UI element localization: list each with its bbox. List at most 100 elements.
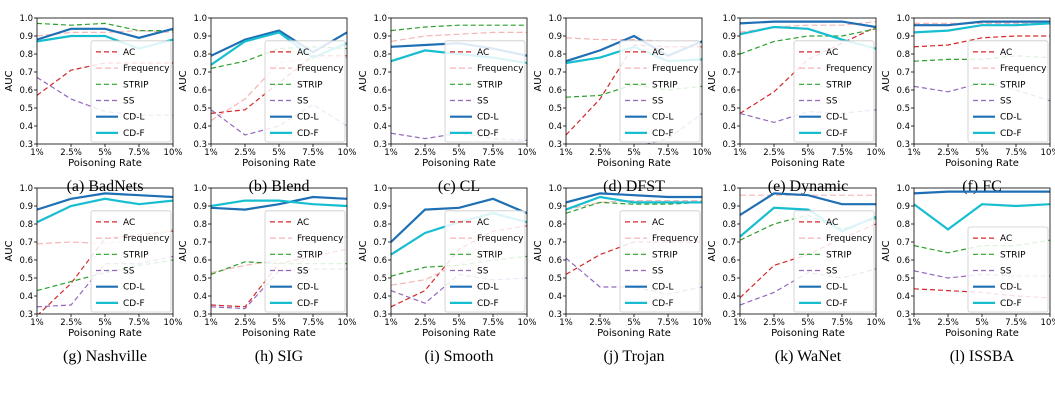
y-tick-label: 0.8 bbox=[19, 220, 33, 230]
y-tick-label: 0.9 bbox=[896, 202, 910, 212]
x-tick-label: 1% bbox=[559, 318, 573, 328]
legend: AC STRIP SS CD-L CD-F bbox=[967, 226, 1049, 313]
y-tick-label: 0.8 bbox=[896, 220, 910, 230]
y-tick-label: 0.9 bbox=[193, 32, 207, 42]
y-tick-label: 0.8 bbox=[373, 220, 387, 230]
y-tick-label: 0.4 bbox=[548, 292, 562, 302]
x-axis-label: Poisoning Rate bbox=[771, 158, 845, 169]
legend-label: AC bbox=[123, 218, 135, 228]
legend-label: CD-F bbox=[652, 299, 674, 309]
legend-label: SS bbox=[826, 97, 838, 107]
subfigure-caption: (c) CL bbox=[438, 178, 480, 195]
x-axis-label: Poisoning Rate bbox=[422, 328, 496, 339]
legend: AC Frequency STRIP SS CD-L CD-F bbox=[967, 40, 1049, 143]
y-tick-label: 0.6 bbox=[722, 86, 736, 96]
x-tick-label: 1% bbox=[384, 148, 398, 158]
legend-label: Frequency bbox=[477, 64, 524, 74]
series-line-cd-f bbox=[566, 195, 702, 211]
y-tick-label: 0.5 bbox=[193, 274, 207, 284]
legend-label: AC bbox=[826, 48, 838, 58]
x-tick-label: 7.5% bbox=[657, 148, 679, 158]
legend-label: AC bbox=[1000, 48, 1012, 58]
y-tick-label: 1.0 bbox=[548, 184, 562, 194]
chart-panel: 0.3 0.4 0.5 0.6 0.7 0.8 0.9 1.0 1% 2.5% 5% 7.5% 10% P… bbox=[533, 184, 711, 365]
x-tick-label: 1% bbox=[204, 148, 218, 158]
plot-frame bbox=[739, 17, 877, 145]
y-axis-label: AUC bbox=[178, 70, 189, 91]
legend: AC Frequency STRIP SS CD-L CD-F bbox=[793, 210, 875, 313]
x-tick-label: 7.5% bbox=[657, 318, 679, 328]
series-line-ac bbox=[914, 35, 1050, 48]
x-axis-label: Poisoning Rate bbox=[68, 328, 142, 339]
y-tick-label: 0.7 bbox=[548, 238, 562, 248]
x-tick-label: 5% bbox=[801, 148, 815, 158]
x-axis-label: Poisoning Rate bbox=[945, 328, 1019, 339]
y-tick-label: 0.4 bbox=[722, 292, 736, 302]
y-tick-label: 0.6 bbox=[896, 256, 910, 266]
x-tick-label: 2.5% bbox=[60, 318, 82, 328]
legend: AC Frequency STRIP SS CD-L CD-F bbox=[444, 210, 526, 313]
series-line-strip bbox=[37, 22, 173, 32]
y-tick-label: 0.8 bbox=[722, 220, 736, 230]
series-line-ac bbox=[740, 26, 876, 114]
x-tick-label: 1% bbox=[30, 318, 44, 328]
x-tick-label: 1% bbox=[30, 148, 44, 158]
legend-label: CD-F bbox=[123, 129, 145, 139]
x-tick-label: 2.5% bbox=[589, 148, 611, 158]
subfigure-caption: (k) WaNet bbox=[775, 348, 842, 365]
x-tick-label: 2.5% bbox=[589, 318, 611, 328]
legend-label: AC bbox=[826, 218, 838, 228]
plot-frame bbox=[565, 187, 703, 315]
subfigure-caption: (a) BadNets bbox=[67, 178, 144, 195]
legend-label: Frequency bbox=[826, 64, 873, 74]
legend-label: STRIP bbox=[652, 80, 678, 90]
y-tick-label: 0.5 bbox=[548, 104, 562, 114]
y-tick-label: 0.8 bbox=[896, 50, 910, 60]
y-tick-label: 0.6 bbox=[896, 86, 910, 96]
legend-label: CD-L bbox=[477, 113, 498, 123]
y-axis-label: AUC bbox=[358, 70, 369, 91]
legend-label: Frequency bbox=[477, 234, 524, 244]
chart-panel: 0.3 0.4 0.5 0.6 0.7 0.8 0.9 1.0 1% 2.5% 5% 7.5% 10% P… bbox=[533, 14, 711, 195]
y-tick-label: 0.3 bbox=[373, 310, 387, 320]
x-tick-label: 10% bbox=[867, 318, 886, 328]
x-tick-label: 10% bbox=[693, 318, 712, 328]
series-line-cd-l bbox=[566, 192, 702, 204]
legend-label: STRIP bbox=[1000, 250, 1026, 260]
legend-box bbox=[967, 226, 1049, 313]
y-tick-label: 0.5 bbox=[19, 274, 33, 284]
subfigure-caption: (l) ISSBA bbox=[950, 348, 1015, 365]
series-line-cd-l bbox=[37, 27, 173, 41]
legend-label: SS bbox=[477, 267, 489, 277]
legend-label: STRIP bbox=[652, 250, 678, 260]
legend-label: STRIP bbox=[477, 250, 503, 260]
y-tick-label: 0.3 bbox=[548, 140, 562, 150]
y-tick-label: 1.0 bbox=[548, 14, 562, 24]
series-line-cd-l bbox=[740, 192, 876, 216]
x-tick-label: 1% bbox=[733, 318, 747, 328]
y-tick-label: 0.5 bbox=[722, 274, 736, 284]
legend: AC Frequency STRIP SS CD-L CD-F bbox=[619, 210, 701, 313]
x-tick-label: 5% bbox=[975, 148, 989, 158]
series-line-cd-l bbox=[914, 20, 1050, 27]
legend-label: STRIP bbox=[123, 80, 149, 90]
legend-label: SS bbox=[652, 267, 664, 277]
subfigure-caption: (h) SIG bbox=[255, 348, 304, 365]
legend: AC Frequency STRIP SS CD-L CD-F bbox=[793, 40, 875, 143]
y-axis-label: AUC bbox=[178, 240, 189, 261]
y-tick-label: 0.3 bbox=[896, 140, 910, 150]
chart-panel: 0.3 0.4 0.5 0.6 0.7 0.8 0.9 1.0 1% 2.5% 5% 7.5% 10% P… bbox=[707, 14, 885, 195]
series-line-cd-f bbox=[211, 199, 347, 208]
y-tick-label: 0.4 bbox=[896, 122, 910, 132]
x-tick-label: 10% bbox=[518, 318, 537, 328]
legend-label: STRIP bbox=[297, 80, 323, 90]
legend-label: Frequency bbox=[826, 234, 873, 244]
chart-panel: 0.3 0.4 0.5 0.6 0.7 0.8 0.9 1.0 1% 2.5% 5% 7.5% 10% P… bbox=[881, 14, 1055, 195]
plot-frame bbox=[390, 187, 528, 315]
x-tick-label: 1% bbox=[907, 148, 921, 158]
y-tick-label: 0.6 bbox=[193, 86, 207, 96]
y-tick-label: 0.5 bbox=[548, 274, 562, 284]
x-axis-label: Poisoning Rate bbox=[597, 158, 671, 169]
series-line-cd-l bbox=[391, 197, 527, 243]
x-tick-label: 2.5% bbox=[234, 318, 256, 328]
